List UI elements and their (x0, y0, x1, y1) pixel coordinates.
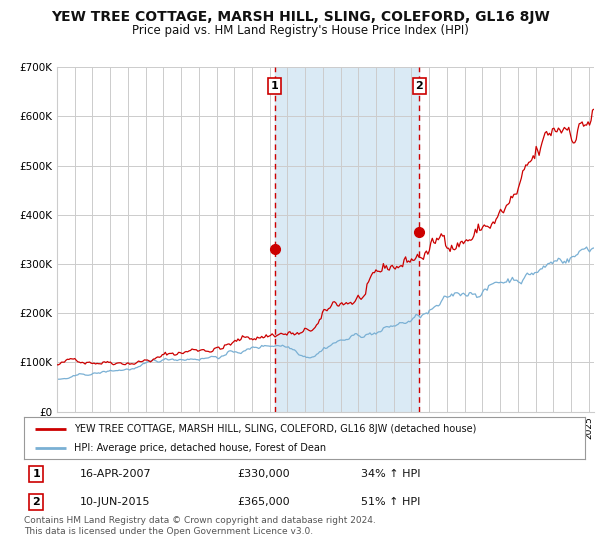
Text: 51% ↑ HPI: 51% ↑ HPI (361, 497, 420, 507)
Text: Price paid vs. HM Land Registry's House Price Index (HPI): Price paid vs. HM Land Registry's House … (131, 24, 469, 36)
Text: £330,000: £330,000 (237, 469, 290, 479)
Text: 16-APR-2007: 16-APR-2007 (80, 469, 152, 479)
Text: 2: 2 (32, 497, 40, 507)
Text: YEW TREE COTTAGE, MARSH HILL, SLING, COLEFORD, GL16 8JW: YEW TREE COTTAGE, MARSH HILL, SLING, COL… (50, 10, 550, 24)
Text: Contains HM Land Registry data © Crown copyright and database right 2024.
This d: Contains HM Land Registry data © Crown c… (24, 516, 376, 536)
Text: YEW TREE COTTAGE, MARSH HILL, SLING, COLEFORD, GL16 8JW (detached house): YEW TREE COTTAGE, MARSH HILL, SLING, COL… (74, 423, 477, 433)
Text: 1: 1 (32, 469, 40, 479)
Text: 2: 2 (415, 81, 423, 91)
Text: £365,000: £365,000 (237, 497, 290, 507)
Text: HPI: Average price, detached house, Forest of Dean: HPI: Average price, detached house, Fore… (74, 443, 326, 453)
Text: 1: 1 (271, 81, 278, 91)
Text: 10-JUN-2015: 10-JUN-2015 (80, 497, 151, 507)
Bar (275, 67, 419, 412)
Text: 34% ↑ HPI: 34% ↑ HPI (361, 469, 420, 479)
